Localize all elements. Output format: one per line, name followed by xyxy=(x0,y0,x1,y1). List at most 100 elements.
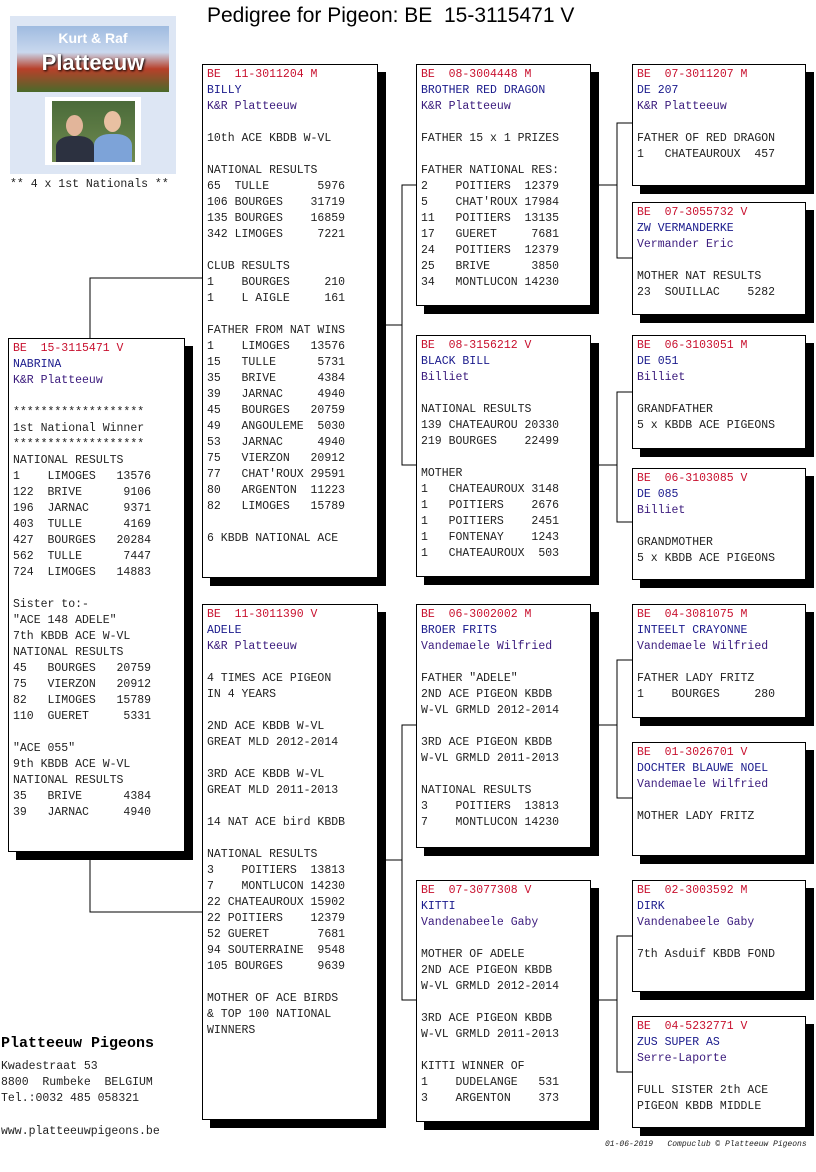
note-line: 25 BRIVE 3850 xyxy=(421,260,560,273)
note-line: "ACE 148 ADELE" xyxy=(13,614,117,627)
note-line: 52 GUERET 7681 xyxy=(207,928,346,941)
ring-number: BE 11-3011204 M xyxy=(207,68,318,81)
pigeon-card-dd-sire[interactable]: BE 02-3003592 M DIRK Vandenabeele Gaby 7th … xyxy=(632,880,806,992)
ring-number: BE 07-3011207 M xyxy=(637,68,748,81)
note-line: 1 CHATEAUROUX 457 xyxy=(637,148,776,161)
pigeon-card-dd-dam[interactable]: BE 04-5232771 V ZUS SUPER AS Serre-Laporte… xyxy=(632,1016,806,1128)
pigeon-name: ADELE xyxy=(207,624,242,637)
owner-name: Vandenabeele Gaby xyxy=(637,916,755,929)
pigeon-card-sire-sire[interactable]: BE 08-3004448 M BROTHER RED DRAGON K&R Pla… xyxy=(416,64,591,306)
note-line: 1 CHATEAUROUX 3148 xyxy=(421,483,560,496)
note-line: 1 L AIGLE 161 xyxy=(207,292,346,305)
note-line: 7 MONTLUCON 14230 xyxy=(421,816,560,829)
note-line: 110 GUERET 5331 xyxy=(13,710,152,723)
note-line: 106 BOURGES 31719 xyxy=(207,196,346,209)
note-line: "ACE 055" xyxy=(13,742,76,755)
pigeon-card-sire-dam[interactable]: BE 08-3156212 V BLACK BILL Billiet NATIONAL… xyxy=(416,335,591,577)
pigeon-card-dam-sire[interactable]: BE 06-3002002 M BROER FRITS Vandemaele Wil… xyxy=(416,604,591,848)
note-line xyxy=(207,243,373,259)
owner-name: K&R Platteeuw xyxy=(637,100,727,113)
note-line: KITTI WINNER OF xyxy=(421,1060,525,1073)
ring-number: BE 08-3156212 V xyxy=(421,339,532,352)
note-line xyxy=(207,799,373,815)
note-line: 4 TIMES ACE PIGEON xyxy=(207,672,332,685)
note-line: NATIONAL RESULTS xyxy=(421,403,532,416)
note-line: 7 MONTLUCON 14230 xyxy=(207,880,346,893)
note-line: 1st National Winner xyxy=(13,422,145,435)
note-line: 35 BRIVE 4384 xyxy=(207,372,346,385)
owners-photo xyxy=(45,97,141,165)
ring-number: BE 07-3055732 V xyxy=(637,206,748,219)
note-line: MOTHER OF ADELE xyxy=(421,948,525,961)
pigeon-card-dam-dam[interactable]: BE 07-3077308 V KITTI Vandenabeele Gaby MOT… xyxy=(416,880,591,1122)
note-line xyxy=(637,115,801,131)
note-line: 427 BOURGES 20284 xyxy=(13,534,152,547)
note-line xyxy=(13,389,180,405)
note-line: 15 TULLE 5731 xyxy=(207,356,346,369)
pigeon-card-subject[interactable]: BE 15-3115471 V NABRINA K&R Platteeuw *****… xyxy=(8,338,185,852)
note-line: 17 GUERET 7681 xyxy=(421,228,560,241)
note-line: 2ND ACE KBDB W-VL xyxy=(207,720,325,733)
pigeon-card-sd-dam[interactable]: BE 06-3103085 V DE 085 Billiet GRANDMOTHER 5… xyxy=(632,468,806,580)
note-line: W-VL GRMLD 2012-2014 xyxy=(421,704,560,717)
owner-name: Vandemaele Wilfried xyxy=(637,640,769,653)
note-line: CLUB RESULTS xyxy=(207,260,290,273)
note-line xyxy=(637,386,801,402)
note-line xyxy=(421,931,586,947)
pigeon-name: INTEELT CRAYONNE xyxy=(637,624,748,637)
note-line: MOTHER xyxy=(421,467,463,480)
breeder-website[interactable]: www.platteeuwpigeons.be xyxy=(1,1125,160,1138)
note-line: 11 POITIERS 13135 xyxy=(421,212,560,225)
note-line xyxy=(637,793,801,809)
note-line xyxy=(637,1067,801,1083)
note-line: MOTHER NAT RESULTS xyxy=(637,270,762,283)
note-line: 403 TULLE 4169 xyxy=(13,518,152,531)
note-line: 105 BOURGES 9639 xyxy=(207,960,346,973)
pigeon-card-ss-dam[interactable]: BE 07-3055732 V ZW VERMANDERKE Vermander E… xyxy=(632,202,806,315)
pigeon-card-ss-sire[interactable]: BE 07-3011207 M DE 207 K&R Platteeuw FATHER… xyxy=(632,64,806,186)
owner-name: K&R Platteeuw xyxy=(207,100,297,113)
note-line: 1 POITIERS 2676 xyxy=(421,499,560,512)
note-line: 75 VIERZON 20912 xyxy=(207,452,346,465)
note-line: 22 POITIERS 12379 xyxy=(207,912,346,925)
note-line: 139 CHATEAUROU 20330 xyxy=(421,419,560,432)
pigeon-name: DE 051 xyxy=(637,355,679,368)
pigeon-card-ds-sire[interactable]: BE 04-3081075 M INTEELT CRAYONNE Vandemael… xyxy=(632,604,806,718)
note-line: 1 LIMOGES 13576 xyxy=(207,340,346,353)
note-line: 2ND ACE PIGEON KBDB xyxy=(421,688,553,701)
note-line: 122 BRIVE 9106 xyxy=(13,486,152,499)
pigeon-name: DE 085 xyxy=(637,488,679,501)
pigeon-card-dam[interactable]: BE 11-3011390 V ADELE K&R Platteeuw 4 TIMES… xyxy=(202,604,378,1120)
note-line: FATHER 15 x 1 PRIZES xyxy=(421,132,560,145)
note-line xyxy=(421,719,586,735)
note-line: 5 x KBDB ACE PIGEONS xyxy=(637,552,776,565)
note-line xyxy=(207,751,373,767)
pigeon-card-sd-sire[interactable]: BE 06-3103051 M DE 051 Billiet GRANDFATHER 5… xyxy=(632,335,806,449)
ring-number: BE 04-3081075 M xyxy=(637,608,748,621)
note-line: 135 BOURGES 16859 xyxy=(207,212,346,225)
pigeon-card-ds-dam[interactable]: BE 01-3026701 V DOCHTER BLAUWE NOEL Vandem… xyxy=(632,742,806,856)
note-line: 1 BOURGES 280 xyxy=(637,688,776,701)
pigeon-card-sire[interactable]: BE 11-3011204 M BILLY K&R Platteeuw 10th AC… xyxy=(202,64,378,578)
ring-number: BE 06-3103085 V xyxy=(637,472,748,485)
note-line xyxy=(207,975,373,991)
note-line: 10th ACE KBDB W-VL xyxy=(207,132,332,145)
page-title: Pedigree for Pigeon: BE 15-3115471 V xyxy=(207,4,575,27)
owner-name: Vandenabeele Gaby xyxy=(421,916,539,929)
note-line: PIGEON KBDB MIDDLE xyxy=(637,1100,762,1113)
note-line: 1 FONTENAY 1243 xyxy=(421,531,560,544)
note-line: 22 CHATEAUROUX 15902 xyxy=(207,896,346,909)
note-line xyxy=(207,115,373,131)
note-line: GRANDMOTHER xyxy=(637,536,713,549)
note-line: 82 LIMOGES 15789 xyxy=(13,694,152,707)
note-line: 3RD ACE PIGEON KBDB xyxy=(421,736,553,749)
pigeon-name: ZW VERMANDERKE xyxy=(637,222,734,235)
note-line: 1 CHATEAUROUX 503 xyxy=(421,547,560,560)
note-line: & TOP 100 NATIONAL xyxy=(207,1008,332,1021)
note-line: NATIONAL RESULTS xyxy=(207,848,318,861)
pigeon-name: NABRINA xyxy=(13,358,62,371)
note-line: 82 LIMOGES 15789 xyxy=(207,500,346,513)
note-line: 3RD ACE PIGEON KBDB xyxy=(421,1012,553,1025)
note-line xyxy=(207,831,373,847)
owner-name: K&R Platteeuw xyxy=(421,100,511,113)
